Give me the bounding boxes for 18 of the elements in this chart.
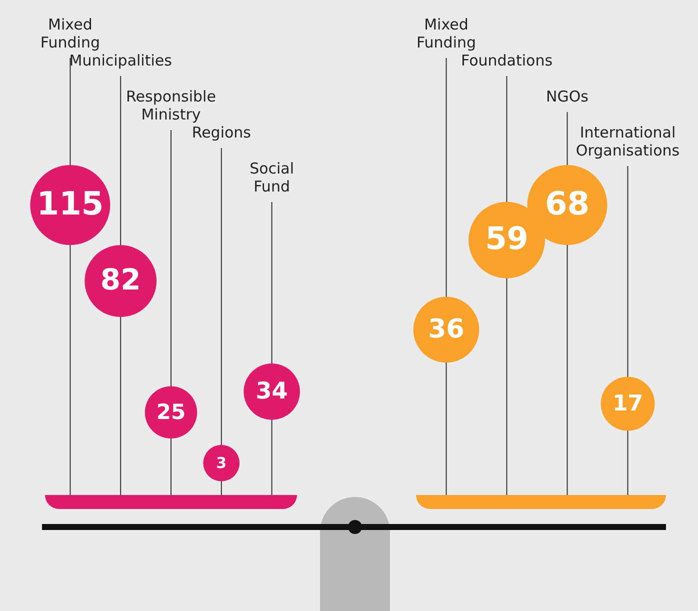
data-label: 59 bbox=[485, 221, 528, 258]
category-label: Social Fund bbox=[250, 159, 294, 196]
data-label: 17 bbox=[612, 391, 644, 416]
category-label: Mixed Funding bbox=[416, 15, 476, 52]
data-label: 3 bbox=[216, 454, 227, 472]
category-label: International Organisations bbox=[576, 123, 680, 160]
data-label: 25 bbox=[156, 400, 186, 424]
category-label: Mixed Funding bbox=[40, 15, 100, 52]
category-label: Regions bbox=[192, 123, 252, 142]
category-label: NGOs bbox=[546, 87, 589, 106]
data-label: 36 bbox=[428, 314, 464, 344]
data-label: 34 bbox=[256, 378, 288, 405]
category-label: Responsible Ministry bbox=[126, 87, 216, 124]
category-label: Foundations bbox=[460, 51, 553, 70]
data-label: 68 bbox=[544, 184, 590, 222]
category-label: Municipalities bbox=[69, 51, 172, 70]
data-label: 82 bbox=[100, 262, 141, 297]
data-label: 115 bbox=[36, 184, 104, 222]
